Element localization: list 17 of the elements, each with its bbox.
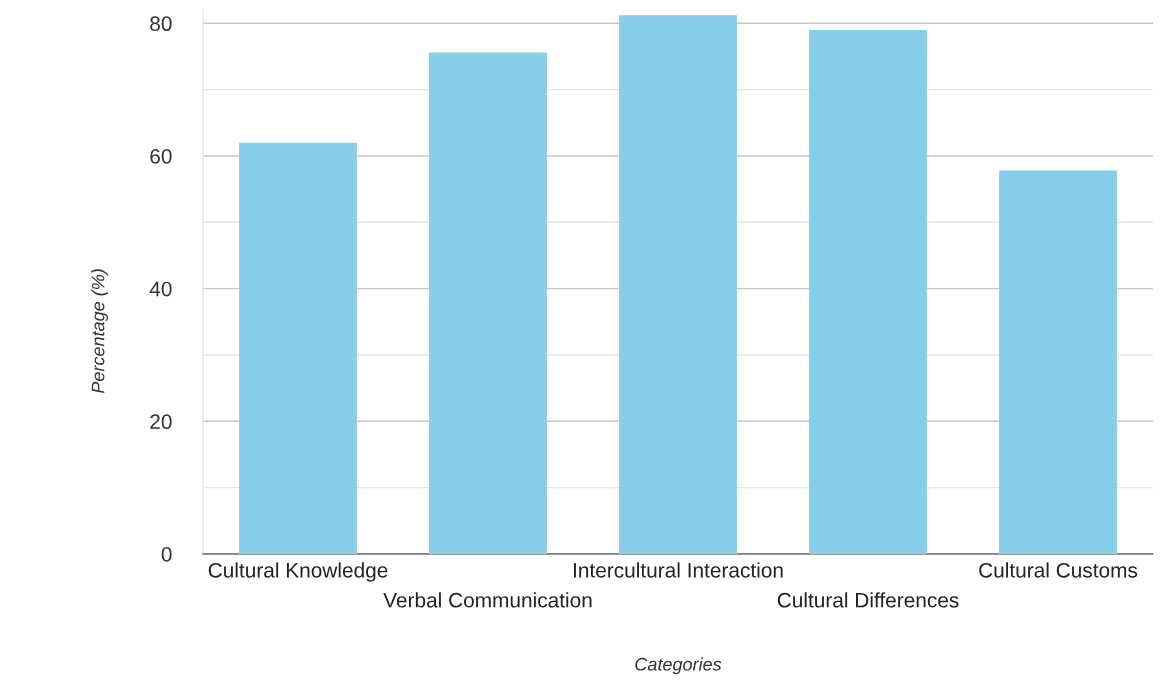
x-axis-title: Categories: [635, 657, 722, 675]
bar: [999, 170, 1117, 554]
y-tick-label: 80: [150, 16, 172, 32]
bar: [809, 29, 927, 554]
y-tick-label: 40: [149, 281, 172, 297]
y-tick-label: 60: [150, 148, 172, 164]
y-axis-title: Percentage (%): [91, 269, 108, 394]
y-tick-label: 0: [161, 547, 172, 562]
x-tick-label: Cultural Customs: [979, 562, 1138, 578]
y-tick-label: 20: [150, 414, 172, 430]
x-tick-label: Verbal Communication: [383, 592, 592, 608]
x-tick-label: Intercultural Interaction: [573, 562, 783, 578]
bar: [619, 15, 737, 554]
x-tick-label: Cultural Knowledge: [208, 562, 388, 582]
bar: [429, 52, 547, 554]
x-tick-label: Cultural Differences: [777, 592, 959, 608]
bar: [239, 142, 357, 554]
